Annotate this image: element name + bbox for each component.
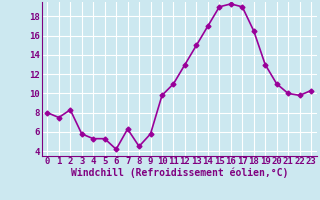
X-axis label: Windchill (Refroidissement éolien,°C): Windchill (Refroidissement éolien,°C) xyxy=(70,168,288,178)
